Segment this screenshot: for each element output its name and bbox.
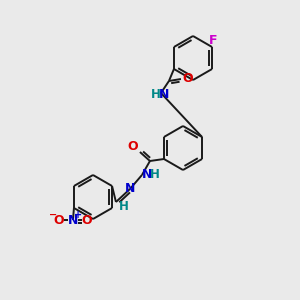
Text: +: + xyxy=(74,210,82,220)
Text: H: H xyxy=(119,200,129,214)
Text: O: O xyxy=(82,214,92,226)
Text: N: N xyxy=(125,182,135,196)
Text: F: F xyxy=(209,34,217,46)
Text: H: H xyxy=(150,167,160,181)
Text: O: O xyxy=(128,140,138,154)
Text: −: − xyxy=(49,210,57,220)
Text: N: N xyxy=(68,214,78,226)
Text: O: O xyxy=(54,214,64,226)
Text: N: N xyxy=(142,167,152,181)
Text: N: N xyxy=(159,88,169,100)
Text: H: H xyxy=(151,88,161,101)
Text: O: O xyxy=(183,73,193,85)
